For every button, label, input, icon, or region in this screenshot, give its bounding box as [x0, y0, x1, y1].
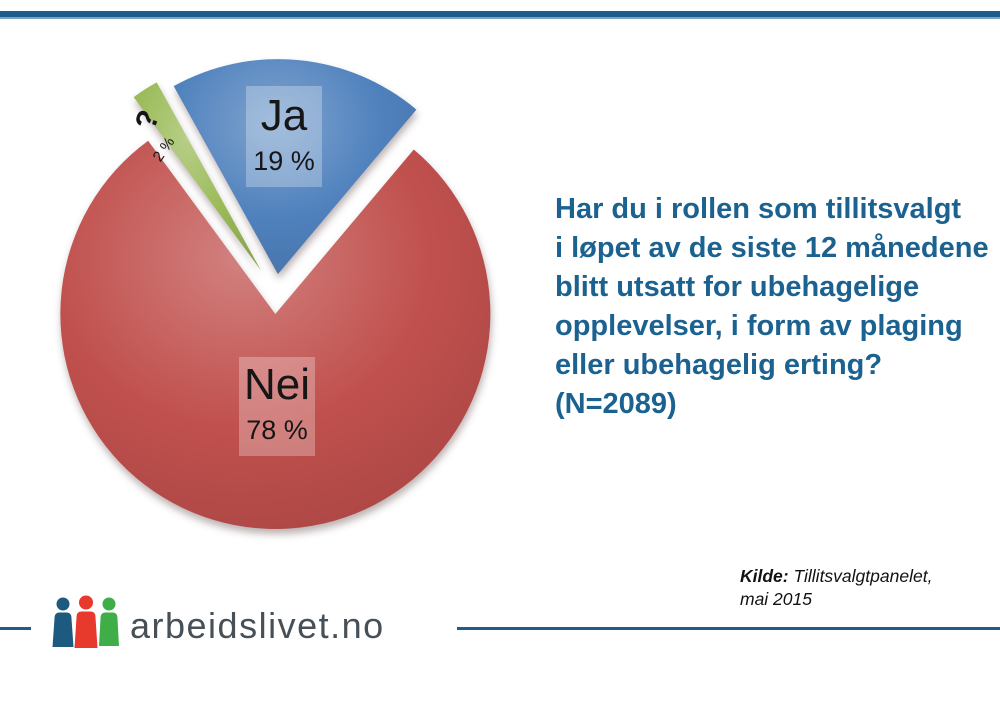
footer-divider-left [0, 627, 31, 630]
pie-label-nei-name: Nei [243, 360, 311, 409]
top-divider-accent [0, 17, 1000, 19]
person-icon [52, 612, 74, 647]
source-name: Tillitsvalgtpanelet, [788, 566, 933, 586]
person-icon [99, 612, 119, 646]
footer-divider-right [457, 627, 1000, 630]
top-divider-bar [0, 11, 1000, 17]
source-note: Kilde: Tillitsvalgtpanelet, mai 2015 [740, 565, 980, 611]
source-line2: mai 2015 [740, 589, 812, 609]
question-line: Har du i rollen som tillitsvalgt [555, 193, 962, 225]
person-icon [74, 611, 98, 648]
question-line: (N=2089) [555, 388, 677, 420]
pie-label-ja: Ja 19 % [246, 86, 322, 187]
pie-label-ja-value: 19 % [253, 145, 315, 176]
question-line: i løpet av de siste 12 månedene [555, 232, 989, 264]
arbeidslivet-logo-text: arbeidslivet.no [130, 605, 385, 646]
pie-label-nei: Nei 78 % [239, 357, 315, 456]
pie-slice-ja [173, 59, 417, 275]
pie-chart [60, 59, 491, 529]
question-text: Har du i rollen som tillitsvalgt i løpet… [555, 190, 995, 424]
pie-slice-nei [60, 140, 491, 529]
arbeidslivet-logo-icon [52, 595, 119, 648]
question-line: blitt utsatt for ubehagelige [555, 271, 920, 303]
source-label: Kilde: [740, 566, 789, 586]
person-icon [102, 597, 116, 611]
person-icon [56, 597, 70, 611]
person-icon [79, 595, 93, 610]
question-line: opplevelser, i form av plaging [555, 310, 963, 342]
pie-label-nei-value: 78 % [246, 414, 308, 445]
source-line1: Kilde: Tillitsvalgtpanelet, [740, 565, 980, 588]
pie-label-ja-name: Ja [260, 91, 308, 140]
pie-slice-unknown [133, 82, 261, 271]
question-line: eller ubehagelig erting? [555, 349, 883, 381]
